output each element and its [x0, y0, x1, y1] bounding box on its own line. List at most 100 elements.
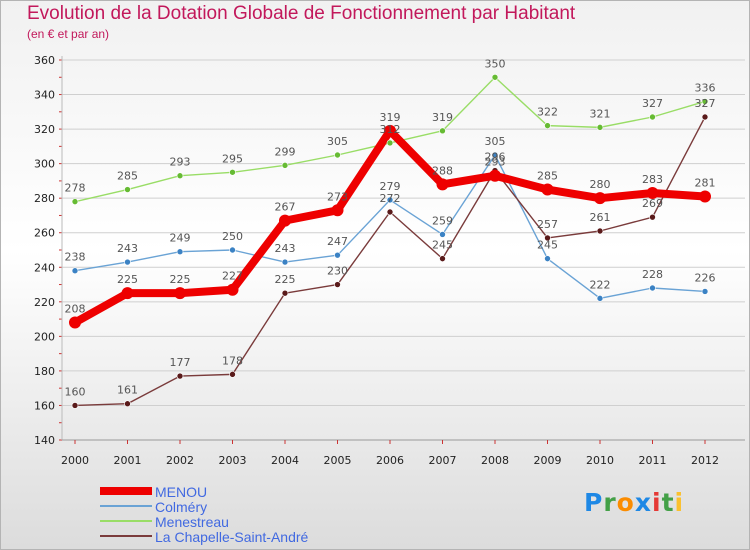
x-tick-label: 2007	[429, 454, 457, 467]
data-point	[439, 127, 446, 135]
data-label: 227	[222, 270, 243, 283]
data-label: 267	[275, 201, 296, 214]
data-point	[174, 287, 186, 300]
data-label: 327	[695, 97, 716, 110]
y-tick-label: 300	[34, 158, 55, 171]
data-label: 312	[380, 123, 401, 136]
data-point	[649, 213, 656, 221]
data-point	[594, 192, 606, 205]
data-point	[386, 196, 394, 204]
data-label: 272	[380, 192, 401, 205]
data-label: 322	[537, 106, 558, 119]
data-label: 245	[537, 239, 558, 252]
data-point	[544, 122, 551, 129]
data-point	[71, 267, 79, 275]
data-label: 226	[695, 271, 716, 284]
data-label: 285	[117, 170, 138, 183]
data-label: 257	[537, 218, 558, 231]
legend-label-colmery: Colméry	[155, 499, 208, 515]
data-label: 222	[590, 278, 611, 291]
data-label: 249	[170, 232, 191, 245]
data-point	[596, 227, 604, 235]
data-label: 283	[642, 173, 663, 186]
data-point	[386, 208, 394, 216]
data-label: 228	[642, 268, 663, 281]
y-tick-label: 220	[34, 296, 55, 309]
data-point	[436, 178, 449, 191]
logo-letter: P	[584, 488, 604, 517]
data-label: 305	[327, 135, 348, 148]
data-label: 293	[170, 156, 191, 169]
data-point	[701, 113, 709, 121]
data-point	[489, 169, 501, 182]
data-label: 281	[695, 176, 716, 189]
data-point	[226, 283, 239, 296]
logo-letter: i	[674, 488, 685, 517]
data-point	[279, 214, 291, 227]
data-point	[491, 151, 499, 159]
data-point	[649, 113, 656, 121]
data-label: 243	[275, 242, 296, 255]
x-tick-label: 2012	[691, 454, 719, 467]
y-tick-label: 180	[34, 365, 55, 378]
x-tick-label: 2002	[166, 454, 194, 467]
x-tick-label: 2006	[376, 454, 404, 467]
data-label: 230	[327, 265, 348, 278]
y-tick-label: 280	[34, 192, 55, 205]
data-label: 319	[432, 111, 453, 124]
data-point	[124, 400, 131, 408]
legend-label-menou: MENOU	[155, 484, 208, 500]
data-point	[334, 251, 341, 259]
data-point	[491, 73, 499, 81]
data-label: 350	[485, 57, 506, 70]
data-label: 225	[275, 273, 296, 286]
data-label: 288	[432, 164, 453, 177]
y-tick-label: 240	[34, 261, 55, 274]
data-point	[384, 124, 396, 137]
data-label: 305	[485, 135, 506, 148]
data-label: 178	[222, 354, 243, 367]
data-label: 295	[222, 152, 243, 165]
data-point	[699, 190, 711, 203]
logo-letter: o	[616, 488, 635, 517]
data-point	[281, 162, 289, 169]
data-point	[69, 316, 81, 329]
data-label: 299	[275, 145, 296, 158]
logo-letter: t	[661, 488, 675, 517]
data-point	[124, 258, 131, 266]
y-tick-label: 260	[34, 227, 55, 240]
proxiti-logo: Proxiti	[584, 488, 684, 517]
y-tick-label: 340	[34, 89, 55, 102]
data-point	[439, 255, 446, 262]
data-point	[281, 289, 289, 297]
data-label: 243	[117, 242, 138, 255]
chart-subtitle: (en € et par an)	[27, 27, 110, 41]
data-point	[124, 186, 131, 193]
legend-label-menestreau: Menestreau	[155, 514, 229, 530]
data-label: 280	[590, 178, 611, 191]
data-point	[544, 234, 551, 242]
data-label: 296	[485, 151, 506, 164]
data-point	[701, 98, 709, 105]
data-point	[646, 187, 659, 199]
data-point	[121, 287, 134, 300]
logo-letter: i	[652, 488, 662, 517]
data-label: 269	[642, 197, 663, 210]
data-point	[229, 246, 236, 254]
y-tick-label: 320	[34, 123, 55, 136]
y-tick-label: 360	[34, 54, 55, 67]
data-point	[596, 124, 604, 131]
data-label: 245	[432, 239, 453, 252]
x-tick-label: 2004	[271, 454, 299, 467]
data-label: 273	[327, 190, 348, 203]
data-point	[541, 183, 554, 196]
data-point	[176, 172, 184, 180]
data-label: 225	[170, 273, 191, 286]
x-tick-label: 2008	[481, 454, 509, 467]
x-tick-label: 2011	[639, 454, 667, 467]
data-point	[71, 198, 79, 205]
logo-letter: r	[603, 488, 617, 517]
x-tick-label: 2010	[586, 454, 614, 467]
data-label: 208	[65, 303, 86, 316]
data-label: 238	[65, 251, 86, 264]
